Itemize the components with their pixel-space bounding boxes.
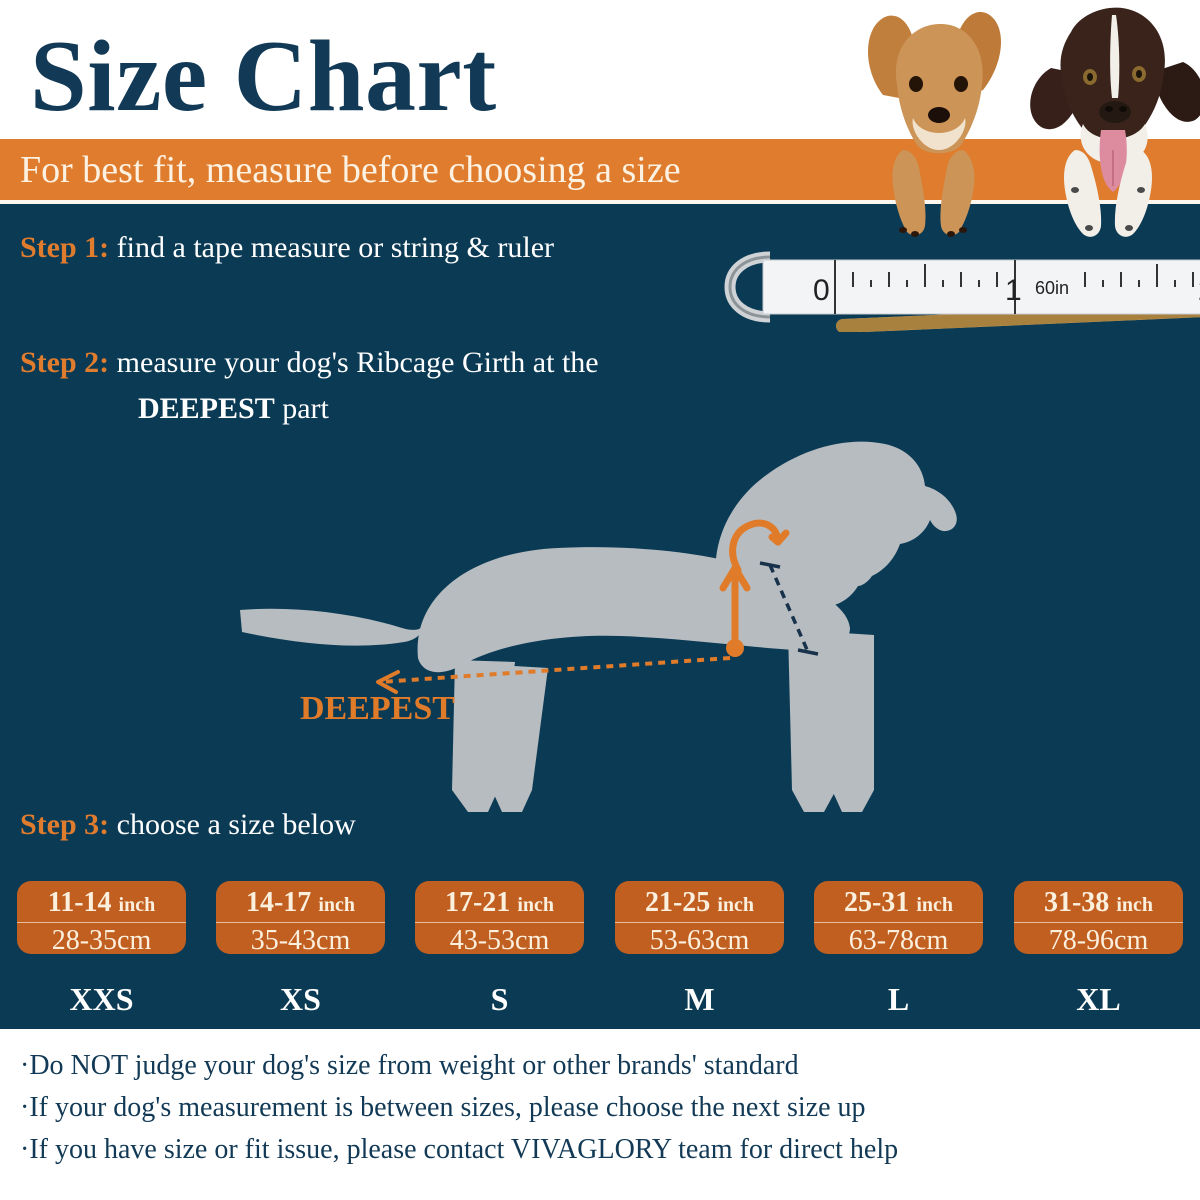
svg-text:0: 0 — [813, 274, 830, 307]
svg-text:60in: 60in — [1035, 278, 1069, 298]
svg-text:1: 1 — [1005, 274, 1022, 307]
